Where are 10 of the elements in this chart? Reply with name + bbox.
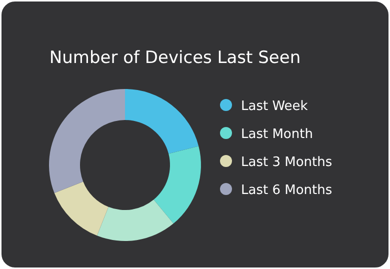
donut-slice xyxy=(49,89,125,193)
legend-label: Last 3 Months xyxy=(241,155,332,170)
legend-label: Last 6 Months xyxy=(241,183,332,198)
donut-slice xyxy=(97,200,174,241)
legend-label: Last Month xyxy=(241,127,313,142)
legend-label: Last Week xyxy=(241,99,308,114)
donut-slice xyxy=(154,146,201,224)
donut-slice xyxy=(54,182,108,236)
chart-title: Number of Devices Last Seen xyxy=(49,48,301,68)
donut-slice xyxy=(125,89,199,154)
